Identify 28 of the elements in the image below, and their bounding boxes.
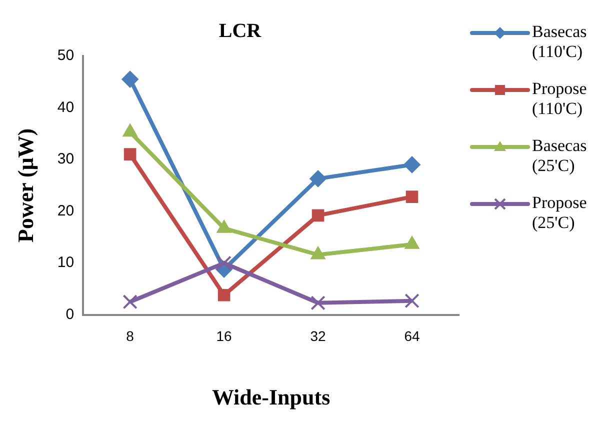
- point: [310, 170, 327, 188]
- point: [122, 70, 139, 88]
- x-tick-label: 64: [404, 328, 420, 344]
- x-tick-label: 16: [216, 328, 232, 344]
- x-tick-label: 32: [310, 328, 326, 344]
- point: [310, 296, 326, 310]
- legend-label: Basecas (25'C): [532, 136, 588, 176]
- point: [124, 148, 136, 160]
- legend-label: Basecas (110'C): [532, 22, 588, 62]
- point: [404, 156, 421, 174]
- y-tick-label: 10: [57, 254, 74, 272]
- y-tick-label: 50: [57, 47, 74, 64]
- y-tick-label: 30: [57, 150, 74, 168]
- y-tick-label: 40: [57, 98, 74, 116]
- point: [218, 288, 230, 302]
- point: [216, 256, 232, 270]
- y-axis-title: Power (μW): [12, 128, 38, 242]
- legend-label: Propose (25'C): [532, 193, 588, 233]
- point: [406, 190, 418, 203]
- x-axis-title: Wide-Inputs: [212, 384, 331, 410]
- point: [404, 293, 420, 308]
- y-tick-label: 20: [57, 202, 74, 220]
- chart-title: LCR: [218, 20, 262, 42]
- x-tick-label: 8: [126, 328, 134, 344]
- point: [312, 209, 324, 222]
- y-tick-label: 0: [66, 306, 74, 323]
- point: [122, 294, 138, 310]
- legend-label: Propose (110'C): [532, 79, 588, 119]
